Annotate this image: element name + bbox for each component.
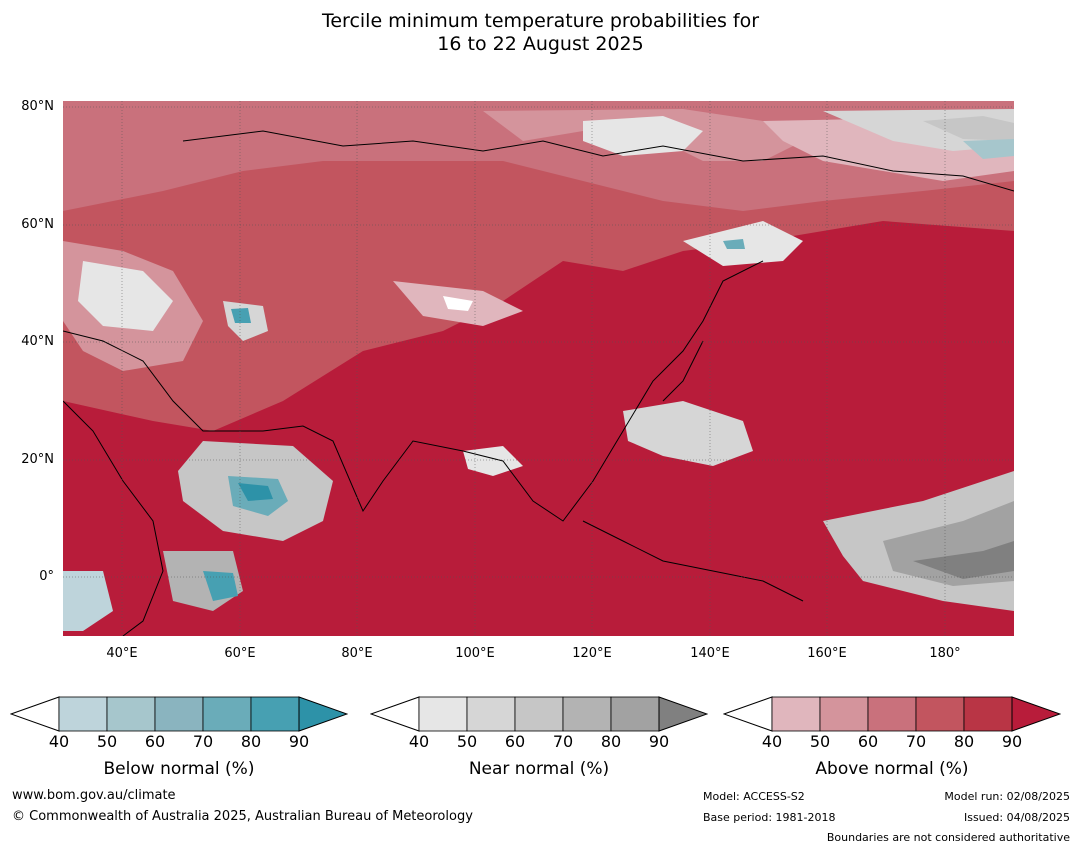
tick-label: 40 [761,732,783,751]
tick-label: 40 [408,732,430,751]
tick-label: 60 [144,732,166,751]
tick-label: 50 [809,732,831,751]
lat-label-60n: 60°N [21,217,54,232]
lon-label-120e: 120°E [572,646,612,661]
tick-label: 90 [288,732,310,751]
probability-map [63,101,1014,636]
tick-label: 90 [648,732,670,751]
lon-label-100e: 100°E [455,646,495,661]
below-normal-colorbar [10,696,348,732]
model-run-text: Model run: 02/08/2025 [944,790,1070,803]
lon-label-40e: 40°E [106,646,138,661]
tick-label: 80 [240,732,262,751]
issued-text: Issued: 04/08/2025 [963,811,1070,824]
tick-label: 50 [96,732,118,751]
tick-label: 70 [552,732,574,751]
lat-label-80n: 80°N [21,99,54,114]
lon-label-80e: 80°E [341,646,373,661]
map-canvas [63,101,1014,636]
chart-title: Tercile minimum temperature probabilitie… [0,10,1081,56]
title-line-1: Tercile minimum temperature probabilitie… [321,10,760,32]
lat-label-40n: 40°N [21,334,54,349]
website-link[interactable]: www.bom.gov.au/climate [12,788,176,803]
graticule [63,101,1014,636]
tick-label: 70 [192,732,214,751]
tick-label: 90 [1001,732,1023,751]
lon-label-160e: 160°E [807,646,847,661]
below-normal-title: Below normal (%) [103,759,255,779]
tick-label: 50 [456,732,478,751]
above-normal-colorbar [723,696,1061,732]
lat-label-20n: 20°N [21,452,54,467]
near-normal-title: Near normal (%) [468,759,610,779]
tick-label: 80 [953,732,975,751]
tick-label: 80 [600,732,622,751]
tick-label: 60 [504,732,526,751]
above-normal-title: Above normal (%) [815,759,969,779]
lon-label-140e: 140°E [690,646,730,661]
lon-label-60e: 60°E [224,646,256,661]
near-normal-colorbar [370,696,708,732]
model-text: Model: ACCESS-S2 [703,790,805,803]
title-line-2: 16 to 22 August 2025 [437,33,644,55]
base-period-text: Base period: 1981-2018 [703,811,836,824]
disclaimer-text: Boundaries are not considered authoritat… [826,831,1070,844]
lat-label-0: 0° [39,569,54,584]
tick-label: 70 [905,732,927,751]
tick-label: 60 [857,732,879,751]
tick-label: 40 [48,732,70,751]
copyright-text: © Commonwealth of Australia 2025, Austra… [12,809,473,824]
coastlines [63,130,1014,636]
lon-label-180: 180° [929,646,961,661]
